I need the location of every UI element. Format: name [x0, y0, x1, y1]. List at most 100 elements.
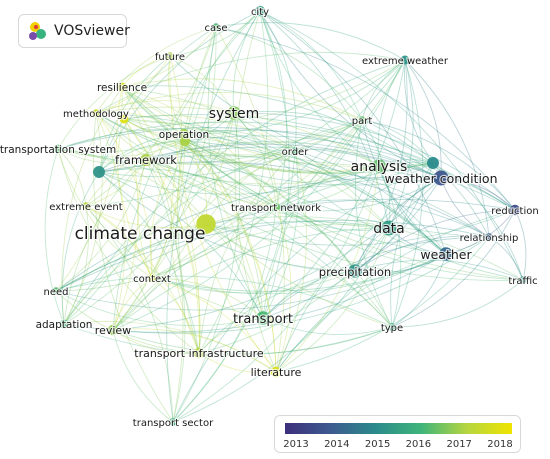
term-label-type[interactable]: type [380, 322, 405, 335]
term-node-order[interactable] [291, 147, 299, 155]
link-edge [391, 209, 516, 328]
term-node-extreme-weather[interactable] [400, 55, 410, 65]
link-edge [121, 55, 171, 88]
term-label-case[interactable]: case [203, 22, 228, 35]
term-label-resilience[interactable]: resilience [96, 81, 148, 95]
link-edge [121, 86, 524, 281]
link-edge [275, 206, 390, 231]
link-edge [63, 320, 277, 373]
link-edge [151, 277, 277, 373]
term-node-future[interactable] [166, 52, 174, 60]
link-edge [121, 78, 363, 121]
link-edge [55, 220, 390, 292]
term-node[interactable] [93, 166, 105, 178]
term-node-transport-infrastructure[interactable] [193, 347, 205, 359]
link-edge [151, 270, 356, 294]
term-label-system[interactable]: system [208, 105, 261, 123]
link-edge [85, 205, 200, 354]
term-node-transport-sector[interactable] [169, 418, 177, 426]
term-node-city[interactable] [254, 5, 266, 17]
term-node-relationship[interactable] [485, 233, 493, 241]
term-label-transport[interactable]: transport [232, 311, 294, 328]
link-edge [294, 150, 442, 182]
term-label-data[interactable]: data [372, 220, 406, 238]
term-label-weather-condition[interactable]: weather condition [383, 170, 498, 187]
term-label-transport-network[interactable]: transport network [230, 202, 322, 215]
term-node-type[interactable] [388, 323, 396, 331]
label-layer: city case extreme weather future resilience m… [0, 6, 540, 430]
term-node-transport[interactable] [256, 311, 270, 325]
term-label-precipitation[interactable]: precipitation [318, 264, 393, 280]
term-node-analysis[interactable] [372, 159, 386, 173]
term-label-extreme-event[interactable]: extreme event [48, 201, 124, 214]
link-edge [169, 10, 261, 57]
term-label-framework[interactable]: framework [114, 152, 178, 168]
term-node[interactable] [427, 157, 439, 169]
term-node-resilience[interactable] [117, 82, 127, 92]
term-node-climate-change[interactable] [196, 214, 216, 234]
link-edge [151, 59, 406, 279]
link-edge [123, 118, 200, 354]
term-node[interactable] [119, 114, 129, 124]
term-label-order[interactable]: order [281, 146, 311, 159]
term-node-weather[interactable] [439, 247, 453, 261]
link-edge [183, 59, 406, 135]
link-edge [205, 223, 264, 319]
term-label-traffic[interactable]: traffic [507, 275, 539, 288]
term-label-transport-sector[interactable]: transport sector [132, 417, 215, 430]
link-edge [112, 177, 442, 331]
link-edge [95, 112, 277, 208]
term-node-weather-condition[interactable] [433, 170, 449, 186]
term-label-climate-change[interactable]: climate change [73, 223, 206, 245]
term-node-case[interactable] [212, 23, 220, 31]
term-node-framework[interactable] [140, 154, 152, 166]
term-node-literature[interactable] [270, 366, 282, 378]
link-edge [354, 209, 516, 272]
term-node-system[interactable] [227, 106, 241, 120]
term-label-context[interactable]: context [132, 273, 172, 286]
term-node[interactable] [179, 135, 191, 147]
term-node-review[interactable] [107, 324, 119, 336]
term-node-need[interactable] [52, 287, 60, 295]
term-node-traffic[interactable] [519, 276, 527, 284]
term-label-relationship[interactable]: relationship [459, 232, 520, 245]
term-label-city[interactable]: city [250, 6, 270, 19]
term-label-transport-infrastructure[interactable]: transport infrastructure [133, 346, 265, 361]
term-node-reduction[interactable] [509, 204, 521, 216]
link-edge [112, 140, 186, 331]
term-label-need[interactable]: need [42, 286, 69, 299]
term-node-data[interactable] [381, 220, 397, 236]
term-node-transport-network[interactable] [272, 203, 280, 211]
link-edge [57, 127, 442, 179]
term-label-future[interactable]: future [154, 51, 186, 64]
term-label-weather[interactable]: weather [419, 246, 473, 263]
term-label-extreme-weather[interactable]: extreme weather [361, 55, 450, 68]
term-node-context[interactable] [148, 274, 156, 282]
link-edge [55, 159, 147, 292]
link-edge [63, 119, 363, 325]
term-label-part[interactable]: part [351, 115, 374, 128]
link-edge [112, 329, 174, 423]
term-label-analysis[interactable]: analysis [350, 158, 409, 176]
term-label-methodology[interactable]: methodology [62, 108, 130, 121]
color-gradient-bar [285, 423, 512, 434]
link-edge [145, 146, 516, 211]
term-node-extreme-event[interactable] [82, 202, 90, 210]
term-label-reduction[interactable]: reduction [490, 205, 540, 218]
term-node-transportation-system[interactable] [53, 144, 63, 154]
term-label-operation[interactable]: operation [158, 128, 211, 142]
link-edge [123, 114, 516, 211]
term-node-adaptation[interactable] [59, 319, 69, 329]
term-label-literature[interactable]: literature [250, 365, 303, 380]
link-edge [184, 140, 393, 328]
term-label-adaptation[interactable]: adaptation [34, 318, 93, 332]
term-label-transportation-system[interactable]: transportation system [0, 143, 117, 157]
term-node-part[interactable] [358, 116, 366, 124]
link-edge [205, 119, 363, 225]
term-node-precipitation[interactable] [348, 264, 362, 278]
term-node-methodology[interactable] [92, 109, 100, 117]
link-edge [183, 119, 363, 145]
term-label-review[interactable]: review [94, 323, 133, 338]
